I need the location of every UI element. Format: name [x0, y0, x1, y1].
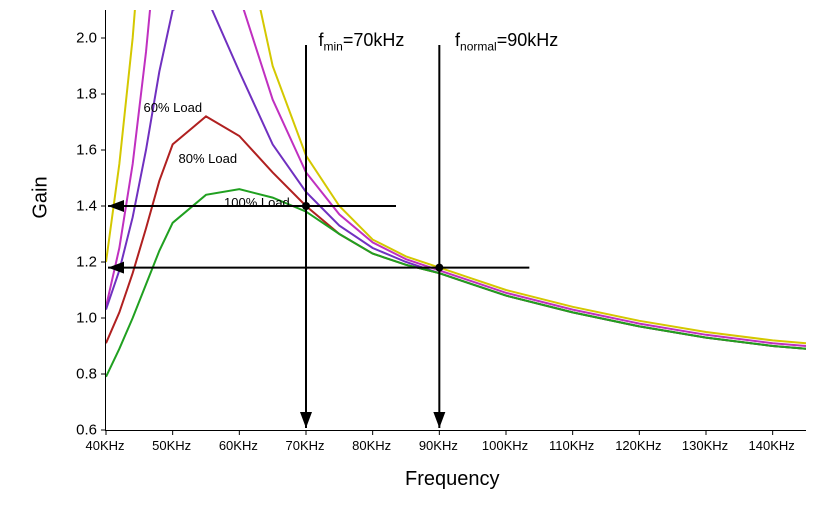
y-tick-label: 0.6 [67, 422, 97, 439]
x-tick-label: 140KHz [749, 438, 795, 453]
x-tick-label: 100KHz [482, 438, 528, 453]
curve-label: 60% Load [144, 100, 203, 115]
y-tick-label: 1.8 [67, 86, 97, 103]
x-tick-label: 110KHz [549, 438, 594, 453]
y-tick-label: 2.0 [67, 30, 97, 47]
fnormal-label: fnormal=90kHz [455, 30, 558, 54]
x-tick-label: 40KHz [85, 438, 124, 453]
fmin-label: fmin=70kHz [319, 30, 405, 54]
curve-100%-load [106, 189, 806, 377]
x-tick-label: 120KHz [615, 438, 661, 453]
x-tick-label: 70KHz [285, 438, 324, 453]
x-tick-label: 90KHz [419, 438, 458, 453]
y-tick-label: 1.0 [67, 310, 97, 327]
chart-container: Gain Frequency 0.6 0.8 1.0 1.2 1.4 1.6 1.8 2.0 4… [0, 0, 838, 519]
x-tick-label: 130KHz [682, 438, 728, 453]
y-tick-label: 1.6 [67, 142, 97, 159]
curve-label: 80% Load [179, 151, 238, 166]
y-tick-label: 1.4 [67, 198, 97, 215]
curve-label: 100% Load [224, 195, 290, 210]
y-tick-label: 0.8 [67, 366, 97, 383]
x-tick-label: 60KHz [219, 438, 258, 453]
y-tick-label: 1.2 [67, 254, 97, 271]
plot-svg [106, 10, 806, 430]
plot-area [105, 10, 806, 431]
x-axis-title: Frequency [405, 468, 500, 491]
y-axis-title: Gain [30, 177, 53, 219]
x-tick-label: 50KHz [152, 438, 191, 453]
x-tick-label: 80KHz [352, 438, 391, 453]
